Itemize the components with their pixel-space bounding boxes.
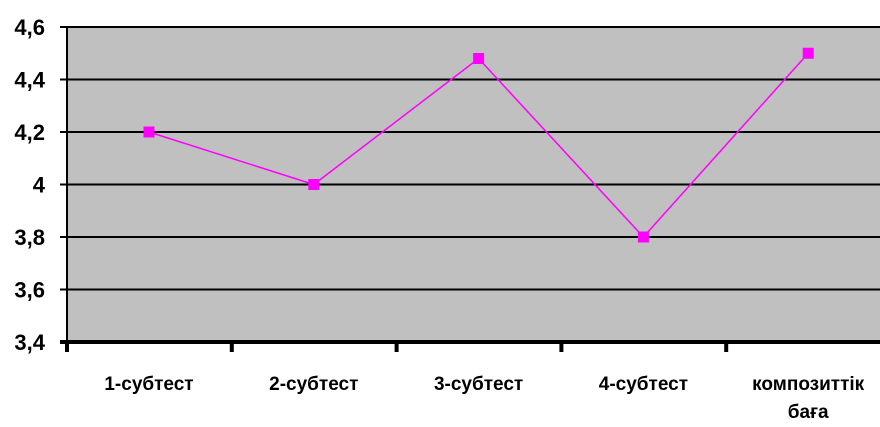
x-tick-label: 2-субтест xyxy=(269,374,358,395)
series-markers xyxy=(143,47,814,243)
y-tick-label: 3,6 xyxy=(14,278,45,303)
x-tick-label: 1-субтест xyxy=(104,374,193,395)
gridlines xyxy=(67,26,880,291)
y-tick-label: 3,4 xyxy=(14,330,45,355)
x-tick-label: 4-субтест xyxy=(599,374,688,395)
x-axis-ticks: 1-субтест 2-субтест 3-субтест 4-субтест комп… xyxy=(65,342,865,423)
y-tick-label: 4,4 xyxy=(14,68,45,93)
x-tick-label: 3-субтест xyxy=(434,374,523,395)
data-point-marker xyxy=(637,231,649,243)
x-tick-label: баға xyxy=(788,402,829,423)
y-axis-ticks: 4,6 4,4 4,2 4 3,8 3,6 3,4 xyxy=(14,15,67,355)
y-tick-label: 4 xyxy=(33,173,46,198)
y-tick-label: 4,2 xyxy=(14,120,45,145)
data-point-marker xyxy=(473,53,485,64)
y-tick-label: 3,8 xyxy=(14,225,45,250)
y-tick-label: 4,6 xyxy=(14,15,45,40)
data-point-marker xyxy=(802,47,814,59)
x-tick-label: композиттік xyxy=(752,374,865,395)
data-point-marker xyxy=(308,179,320,190)
data-point-marker xyxy=(143,126,155,138)
